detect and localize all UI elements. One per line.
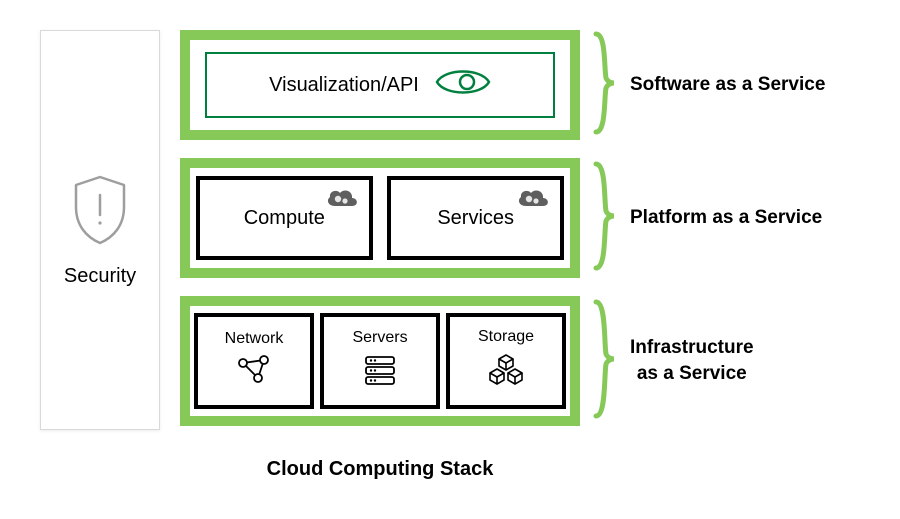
diagram-canvas: Security Visualization/API Compute [40,30,860,490]
box-label: Servers [352,329,407,347]
brace-iaas-row: Infrastructure as a Service [592,296,754,426]
security-column: Security [40,30,160,430]
security-label: Security [64,265,136,288]
box-visualization-api: Visualization/API [205,52,555,119]
cloud-gears-icon [323,186,361,218]
brace-label-iaas: Infrastructure as a Service [630,335,754,386]
labels-column: Software as a Service Platform as a Serv… [592,30,842,430]
brace-label-iaas-line2: as a Service [637,363,747,384]
box-services: Services [387,176,564,260]
box-label: Services [437,207,514,230]
brace-label-iaas-line1: Infrastructure [630,337,754,358]
eye-icon [435,66,491,104]
cloud-gears-icon [514,186,552,218]
box-label: Visualization/API [269,74,419,97]
stack-title: Cloud Computing Stack [180,458,580,481]
stack-column: Visualization/API Compute [180,30,580,481]
brace-paas-row: Platform as a Service [592,158,822,278]
shield-icon [70,173,130,247]
servers-icon [360,353,400,392]
layer-saas: Visualization/API [180,30,580,140]
brace-label-saas: Software as a Service [630,74,825,96]
box-servers: Servers [320,313,440,410]
box-network: Network [194,313,314,410]
storage-cubes-icon [485,352,527,393]
brace-saas-row: Software as a Service [592,30,825,140]
layer-iaas: Network Servers [180,296,580,426]
brace-icon [592,156,620,281]
box-compute: Compute [196,176,373,260]
box-label: Storage [478,328,534,346]
box-label: Network [225,330,284,348]
brace-icon [592,28,620,143]
layer-paas: Compute Services [180,158,580,278]
box-label: Compute [244,207,325,230]
brace-label-paas: Platform as a Service [630,207,822,229]
network-icon [234,354,274,391]
brace-icon [592,294,620,429]
box-storage: Storage [446,313,566,410]
